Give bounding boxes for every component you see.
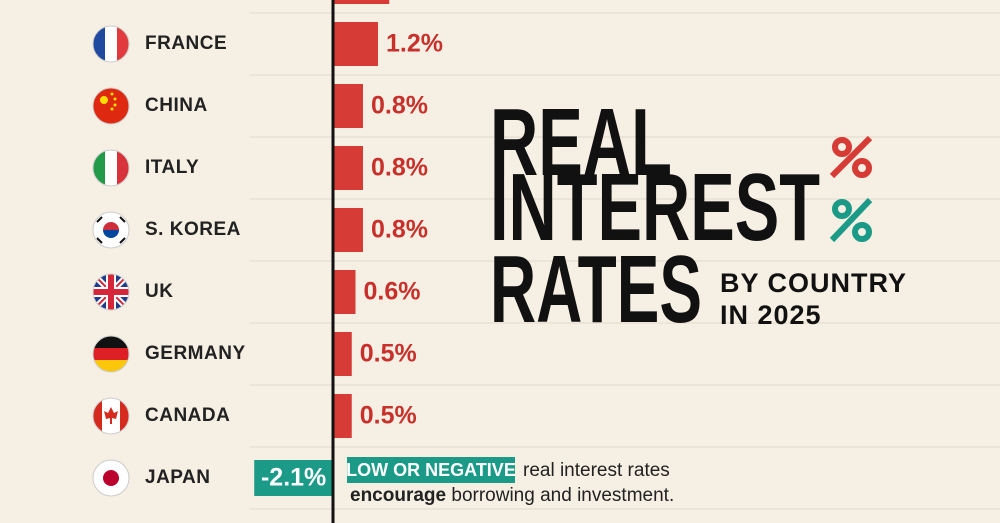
annotation-bold: encourage: [350, 485, 446, 506]
value-label: 0.5%: [360, 402, 417, 430]
value-label: 1.2%: [386, 30, 443, 58]
flag: [92, 87, 130, 125]
value-label: 0.8%: [371, 154, 428, 182]
percent-icon: [829, 135, 873, 179]
bar: [333, 146, 363, 190]
category-label: UK: [145, 281, 173, 302]
bars: [254, 0, 390, 496]
value-label: 0.5%: [360, 340, 417, 368]
grid: [250, 12, 1000, 510]
category-label: FRANCE: [145, 33, 227, 54]
flag: [92, 25, 130, 63]
category-label: JAPAN: [145, 467, 211, 488]
bar: [333, 0, 390, 4]
bar: [333, 394, 352, 438]
flag: [92, 149, 130, 187]
flag: [92, 335, 130, 373]
annotation-text: encourage borrowing and investment.: [350, 485, 674, 506]
annotation-text: real interest rates: [523, 460, 670, 481]
flag: [92, 211, 130, 249]
highlight-box: [347, 457, 515, 483]
title-line: REAL: [490, 89, 672, 196]
bar: [333, 270, 356, 314]
bar: [333, 84, 363, 128]
subtitle: BY COUNTRY: [720, 268, 907, 298]
value-label: 0.6%: [364, 278, 421, 306]
annotation-highlight: LOW OR NEGATIVE: [346, 460, 516, 480]
flag: [92, 459, 130, 497]
flag: [92, 397, 130, 435]
title-line: INTEREST: [490, 154, 820, 261]
value-label: 0.8%: [371, 92, 428, 120]
subtitle: IN 2025: [720, 300, 822, 330]
title-line: RATES: [490, 236, 702, 343]
category-label: CHINA: [145, 95, 208, 116]
category-label: ITALY: [145, 157, 199, 178]
annotation-rest: borrowing and investment.: [451, 485, 674, 506]
flag: [92, 273, 130, 311]
bar: [254, 460, 333, 496]
value-label: -2.1%: [261, 464, 326, 492]
category-label: GERMANY: [145, 343, 246, 364]
percent-icon: [829, 197, 873, 243]
value-label: 0.8%: [371, 216, 428, 244]
bar: [333, 208, 363, 252]
bar: [333, 22, 378, 66]
category-label: CANADA: [145, 405, 230, 426]
bar: [333, 332, 352, 376]
category-label: S. KOREA: [145, 219, 241, 240]
